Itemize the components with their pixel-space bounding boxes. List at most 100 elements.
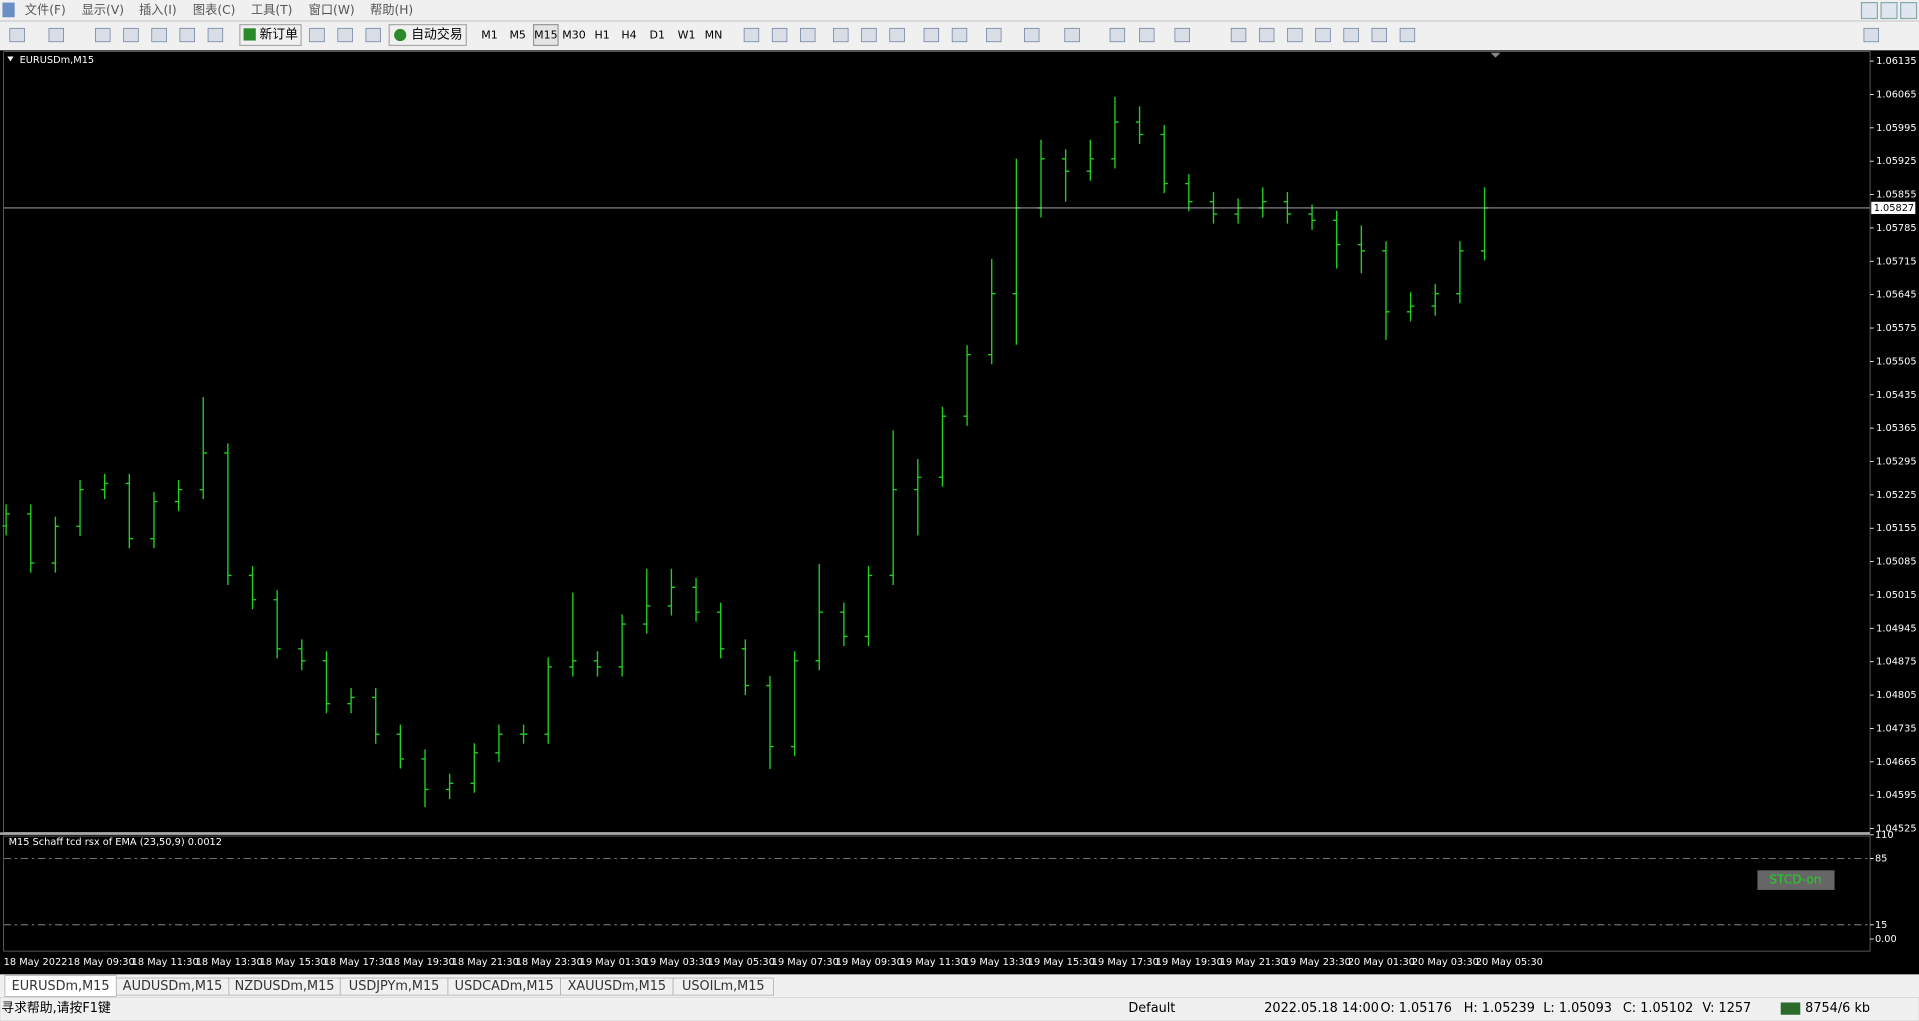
toolbar-icon[interactable] [1109,27,1126,43]
toolbar-icon[interactable] [1023,27,1040,43]
toolbar-icon[interactable] [1287,27,1303,43]
toolbar-icon[interactable] [889,27,905,43]
timeframe-button[interactable]: H1 [594,29,609,42]
y-tick-label: 1.05855 [1876,190,1916,201]
toolbar-icon[interactable] [951,27,968,43]
toolbar-icon[interactable] [123,27,139,43]
toolbar-icon[interactable] [1139,27,1155,43]
ohlc-bar [1456,241,1464,304]
ohlc-bar [76,480,84,536]
new-order-label: 新订单 [259,27,298,43]
tab-label: XAUUSDm,M15 [568,979,666,994]
timeframe-button[interactable]: M15 [534,29,558,42]
menu-item[interactable]: 文件(F) [25,2,66,17]
toolbar-icon[interactable] [771,27,788,43]
auto-trading-label: 自动交易 [411,27,462,43]
x-tick-label: 18 May 11:30 [132,957,199,968]
ohlc-bar [125,473,133,549]
ohlc-bar [445,773,454,800]
toolbar-icon[interactable] [207,27,224,43]
toolbar-icon[interactable] [309,27,325,43]
toolbar-icon[interactable] [337,27,353,43]
y-tick-label: 1.04595 [1876,790,1916,801]
ohlc-bar [544,657,552,744]
x-tick-label: 19 May 23:30 [1284,957,1351,968]
ohlc-bar [1308,204,1316,230]
indicator-tick-label: 110 [1875,830,1894,841]
timeframe-button[interactable]: D1 [649,29,664,42]
toolbar-icon[interactable] [986,27,1002,43]
toolbar-icon[interactable] [861,27,877,43]
toolbar-icon[interactable] [1174,27,1190,43]
minimize[interactable] [1860,1,1879,20]
toolbar-icon[interactable] [48,27,65,43]
status-help: 寻求帮助,请按F1键 [1,1001,111,1016]
toolbar-icon[interactable] [9,27,25,43]
toolbar-icon[interactable] [923,27,940,43]
restore[interactable] [1880,1,1898,20]
toolbar-icon[interactable] [1863,27,1879,43]
menu-item[interactable]: 插入(I) [139,3,177,17]
ohlc-bar [51,516,60,573]
tab-label: EURUSDm,M15 [12,979,110,994]
ohlc-bar [396,724,405,769]
toolbar-icon[interactable] [1399,27,1416,43]
timeframe-button[interactable]: M30 [562,29,586,42]
y-tick-label: 1.04805 [1876,690,1916,701]
toolbar-icon[interactable] [1064,27,1080,43]
menu-item[interactable]: 图表(C) [193,3,236,17]
x-tick-label: 19 May 19:30 [1156,957,1223,968]
tab[interactable] [672,977,774,996]
y-tick-label: 1.05505 [1876,356,1916,367]
menu-item[interactable]: 工具(T) [251,3,292,17]
toolbar: 新订单 自动交易 [239,24,467,47]
x-tick-label: 19 May 09:30 [836,957,903,968]
ohlc-bar [1135,106,1144,145]
timeframe-button[interactable]: W1 [678,29,696,42]
menu-item[interactable]: 显示(V) [82,3,124,17]
toolbar-icon[interactable] [1258,27,1275,43]
y-tick-label: 1.04945 [1876,623,1916,634]
toolbar-icon[interactable] [1371,27,1387,43]
chart-symbol: EURUSDm,M15 [20,55,95,66]
timeframe-button[interactable]: H4 [621,29,636,42]
menu-item[interactable]: 窗口(W) [309,3,355,17]
y-tick-label: 1.05575 [1876,323,1916,334]
ohlc-bar [692,577,700,622]
menu-item[interactable]: 帮助(H) [370,3,413,17]
y-tick-label: 1.05435 [1876,390,1916,401]
y-tick-label: 1.05785 [1876,223,1916,234]
auto-trading-button[interactable] [388,24,467,47]
toolbar-icon[interactable] [1230,27,1247,43]
stcd-button[interactable] [1757,870,1835,890]
toolbar-icon[interactable] [833,27,849,43]
close[interactable] [1900,1,1918,20]
status-time: 2022.05.18 14:00 [1264,1001,1379,1016]
toolbar-icon[interactable] [1343,27,1359,43]
ohlc-bar [741,639,749,696]
toolbar-icon[interactable] [365,27,381,43]
ohlc-bar [1333,210,1341,269]
tab-label: USOILm,M15 [682,979,765,994]
status-volume: V: 1257 [1702,1001,1751,1016]
ohlc-bar [618,614,626,677]
x-tick-label: 18 May 15:30 [260,957,327,968]
ohlc-bar [864,565,873,646]
ohlc-bar [347,687,355,714]
toolbar-icon[interactable] [179,27,195,43]
timeframe-button[interactable]: M5 [509,29,526,42]
toolbar-icon[interactable] [1315,27,1331,43]
bid-label: 1.05827 [1874,203,1914,214]
toolbar-icon[interactable] [151,27,167,43]
timeframe-button[interactable]: MN [705,29,723,42]
app-icon [2,2,15,18]
ohlc-bar [1357,225,1365,274]
x-tick-label: 18 May 21:30 [452,957,519,968]
toolbar-icon[interactable] [800,27,816,43]
toolbar-icon[interactable] [95,27,111,43]
y-tick-label: 1.05365 [1876,423,1916,434]
timeframe-button[interactable]: M1 [481,29,498,42]
timeframe-active [532,24,559,47]
y-tick-label: 1.05155 [1876,523,1916,534]
toolbar-icon[interactable] [743,27,760,43]
